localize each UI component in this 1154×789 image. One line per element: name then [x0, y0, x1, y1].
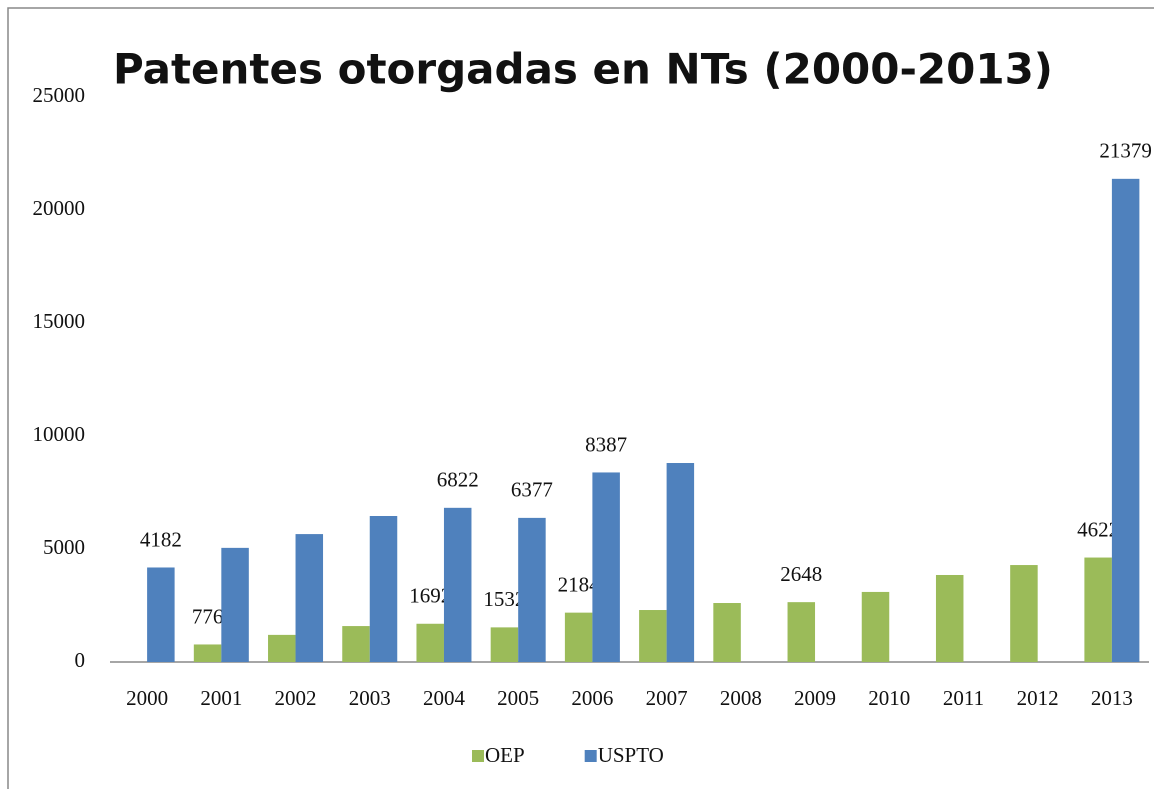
bar — [193, 644, 222, 662]
data-label: 776 — [192, 604, 224, 628]
bar — [443, 507, 472, 662]
legend-swatch — [584, 750, 597, 762]
x-tick-label: 2005 — [497, 686, 539, 710]
x-tick-label: 2012 — [1017, 686, 1059, 710]
bar — [342, 626, 370, 662]
x-tick-label: 2011 — [943, 686, 984, 710]
bar — [1111, 178, 1140, 662]
data-label: 2648 — [780, 562, 822, 586]
chart-frame — [7, 7, 1154, 789]
bar — [861, 591, 890, 662]
bar — [639, 610, 667, 662]
bar — [147, 567, 175, 662]
y-tick-label: 0 — [75, 648, 86, 672]
bar — [416, 623, 444, 662]
x-tick-label: 2008 — [720, 686, 762, 710]
bar — [369, 516, 398, 662]
bar — [1084, 557, 1112, 662]
data-label: 6822 — [437, 468, 479, 492]
x-tick-label: 2003 — [349, 686, 391, 710]
bar — [666, 463, 695, 662]
bar — [1010, 565, 1038, 662]
x-tick-label: 2009 — [794, 686, 836, 710]
bar — [518, 517, 546, 662]
bar — [221, 547, 249, 662]
bar — [592, 472, 620, 662]
y-tick-label: 25000 — [33, 83, 86, 107]
bar — [490, 627, 519, 662]
y-tick-label: 5000 — [43, 535, 85, 559]
data-label: 8387 — [585, 432, 627, 456]
x-tick-label: 2001 — [200, 686, 242, 710]
bar — [564, 612, 593, 662]
y-tick-label: 20000 — [33, 196, 86, 220]
data-label: 6377 — [511, 478, 553, 502]
legend-label: USPTO — [598, 743, 664, 767]
bar — [935, 574, 964, 662]
x-tick-label: 2010 — [868, 686, 910, 710]
bar — [295, 534, 324, 662]
legend-label: OEP — [485, 743, 525, 767]
x-tick-label: 2007 — [646, 686, 688, 710]
bar — [268, 634, 296, 662]
x-tick-label: 2013 — [1091, 686, 1133, 710]
x-tick-label: 2004 — [423, 686, 466, 710]
x-tick-label: 2002 — [275, 686, 317, 710]
legend-swatch — [472, 750, 484, 762]
y-tick-label: 10000 — [33, 422, 86, 446]
x-tick-label: 2000 — [126, 686, 168, 710]
bar — [787, 602, 816, 662]
data-label: 21379 — [1099, 139, 1152, 163]
bar — [713, 603, 741, 662]
chart-title: Patentes otorgadas en NTs (2000-2013) — [113, 45, 1053, 94]
x-tick-label: 2006 — [571, 686, 613, 710]
y-tick-label: 15000 — [33, 309, 86, 333]
data-label: 4182 — [140, 527, 182, 551]
